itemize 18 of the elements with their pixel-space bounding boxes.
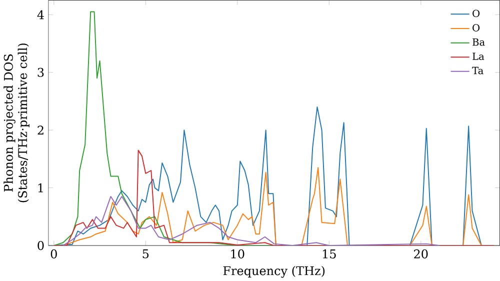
legend-label: Ta: [472, 66, 484, 74]
y-tick-label: 3: [38, 68, 44, 77]
x-tick-label: 10: [231, 249, 244, 258]
line-series: [62, 196, 440, 246]
legend-label: O: [472, 10, 480, 17]
y-tick-label: 1: [38, 183, 43, 192]
legend-label: O: [472, 24, 480, 32]
y-tick-label: 0: [38, 240, 44, 250]
x-tick-label: 5: [142, 249, 149, 258]
legend-label: Ba: [472, 38, 485, 46]
y-tick-label: 4: [37, 10, 44, 19]
x-tick-label: 0: [50, 249, 57, 258]
x-tick-label: 15: [322, 249, 336, 258]
x-tick-label: 20: [414, 249, 428, 258]
y-axis-title: Phonon projected DOS (States/THz·primitive cell): [4, 43, 30, 202]
x-axis-title: Frequency (THz): [223, 266, 325, 278]
legend-label: La: [472, 52, 484, 60]
y-tick-label: 2: [38, 125, 44, 134]
